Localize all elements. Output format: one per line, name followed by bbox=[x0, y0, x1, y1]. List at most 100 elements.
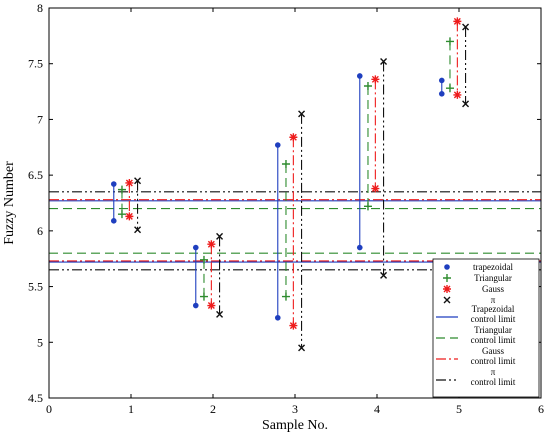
legend-marker-3 bbox=[443, 296, 451, 304]
point-upper-1-1 bbox=[199, 255, 208, 264]
legend-marker-1-shape bbox=[443, 274, 451, 282]
point-upper-3-3 bbox=[380, 57, 388, 65]
y-tick-label-4: 6.5 bbox=[28, 168, 43, 182]
point-upper-1-4-shape bbox=[445, 37, 454, 46]
legend-label-3: π bbox=[491, 295, 496, 305]
point-upper-3-0 bbox=[134, 177, 142, 185]
legend-label2-6: control limit bbox=[471, 356, 516, 366]
x-tick-label-0: 0 bbox=[46, 402, 52, 416]
point-upper-3-4-shape bbox=[462, 23, 470, 31]
point-lower-1-1-shape bbox=[199, 292, 208, 301]
point-lower-1-3 bbox=[363, 202, 372, 211]
legend-box bbox=[432, 258, 540, 398]
point-upper-0-1-shape bbox=[192, 244, 199, 251]
point-lower-1-3-shape bbox=[363, 202, 372, 211]
legend-marker-3-shape bbox=[443, 296, 451, 304]
point-upper-2-1-shape bbox=[207, 240, 216, 249]
y-axis-label: Fuzzy Number bbox=[2, 161, 17, 245]
point-lower-0-0-shape bbox=[110, 218, 117, 224]
x-axis-label: Sample No. bbox=[262, 418, 328, 433]
point-lower-3-2 bbox=[298, 344, 306, 352]
legend-label2-5: control limit bbox=[471, 335, 516, 345]
point-upper-3-2 bbox=[298, 110, 306, 118]
legend-marker-1 bbox=[443, 274, 451, 282]
point-upper-0-3 bbox=[356, 73, 363, 79]
point-lower-0-1-shape bbox=[192, 302, 199, 309]
point-upper-2-4 bbox=[453, 17, 462, 26]
legend-marker-2-shape bbox=[443, 285, 451, 293]
sample-markers bbox=[110, 17, 470, 352]
point-upper-2-0-shape bbox=[125, 178, 134, 187]
point-upper-2-4-shape bbox=[453, 17, 462, 26]
point-upper-1-0 bbox=[117, 185, 126, 194]
legend-label-4: Trapezoidal bbox=[472, 304, 515, 314]
y-tick-label-1: 5 bbox=[37, 335, 43, 349]
legend-marker-2 bbox=[443, 285, 451, 293]
point-lower-1-4 bbox=[445, 84, 454, 93]
point-upper-0-0 bbox=[110, 181, 117, 187]
x-tick-label-6: 6 bbox=[538, 402, 544, 416]
point-lower-0-0 bbox=[110, 218, 117, 224]
point-upper-2-0 bbox=[125, 178, 134, 187]
point-lower-2-3 bbox=[371, 184, 380, 193]
point-lower-1-2 bbox=[281, 292, 290, 301]
point-lower-1-2-shape bbox=[281, 292, 290, 301]
point-lower-3-2-shape bbox=[298, 344, 306, 352]
point-upper-0-2 bbox=[274, 142, 281, 148]
point-upper-2-2-shape bbox=[289, 133, 298, 142]
point-upper-3-1-shape bbox=[216, 232, 224, 240]
point-upper-2-3 bbox=[371, 75, 380, 84]
point-lower-2-2-shape bbox=[289, 321, 298, 330]
point-lower-0-2-shape bbox=[274, 314, 281, 321]
point-lower-0-1 bbox=[192, 302, 199, 309]
point-lower-1-0-shape bbox=[117, 210, 126, 219]
legend-label2-4: control limit bbox=[471, 314, 516, 324]
y-tick-label-7: 8 bbox=[37, 1, 43, 15]
x-tick-label-4: 4 bbox=[374, 402, 380, 416]
point-lower-2-4 bbox=[453, 90, 462, 99]
point-lower-1-4-shape bbox=[445, 84, 454, 93]
point-upper-2-1 bbox=[207, 240, 216, 249]
y-tick-label-5: 7 bbox=[37, 112, 43, 126]
legend-label-0: trapezoidal bbox=[473, 262, 513, 272]
point-lower-3-4 bbox=[462, 100, 470, 108]
control-limit-lines bbox=[49, 191, 541, 271]
point-upper-0-0-shape bbox=[110, 181, 117, 187]
x-tick-label-5: 5 bbox=[456, 402, 462, 416]
point-lower-2-1 bbox=[207, 301, 216, 310]
point-lower-0-4 bbox=[438, 91, 445, 97]
legend-marker-0 bbox=[444, 264, 450, 270]
point-lower-3-0-shape bbox=[134, 226, 142, 234]
point-lower-0-2 bbox=[274, 314, 281, 321]
point-upper-3-1 bbox=[216, 232, 224, 240]
point-upper-2-3-shape bbox=[371, 75, 380, 84]
point-lower-2-2 bbox=[289, 321, 298, 330]
point-upper-1-2 bbox=[281, 160, 290, 168]
point-lower-2-1-shape bbox=[207, 301, 216, 310]
x-tick-label-2: 2 bbox=[210, 402, 216, 416]
y-tick-label-3: 6 bbox=[37, 224, 43, 238]
point-upper-1-4 bbox=[445, 37, 454, 46]
point-upper-0-4 bbox=[438, 77, 445, 84]
point-upper-3-3-shape bbox=[380, 57, 388, 65]
y-tick-label-2: 5.5 bbox=[28, 280, 43, 294]
point-lower-3-3 bbox=[380, 271, 388, 279]
point-lower-2-4-shape bbox=[453, 90, 462, 99]
point-lower-0-4-shape bbox=[438, 91, 445, 97]
legend-label-6: Gauss bbox=[482, 346, 504, 356]
point-upper-3-4 bbox=[462, 23, 470, 31]
point-lower-2-0 bbox=[125, 212, 134, 221]
point-upper-3-2-shape bbox=[298, 110, 306, 118]
point-lower-2-3-shape bbox=[371, 184, 380, 193]
point-lower-3-0 bbox=[134, 226, 142, 234]
point-lower-2-0-shape bbox=[125, 212, 134, 221]
point-lower-0-3-shape bbox=[356, 244, 363, 251]
point-lower-3-3-shape bbox=[380, 271, 388, 279]
point-upper-1-3 bbox=[363, 82, 372, 90]
legend-label-7: π bbox=[491, 367, 496, 377]
point-upper-0-2-shape bbox=[274, 142, 281, 148]
point-upper-3-0-shape bbox=[134, 177, 142, 185]
point-upper-0-1 bbox=[192, 244, 199, 251]
point-upper-1-3-shape bbox=[363, 82, 372, 90]
